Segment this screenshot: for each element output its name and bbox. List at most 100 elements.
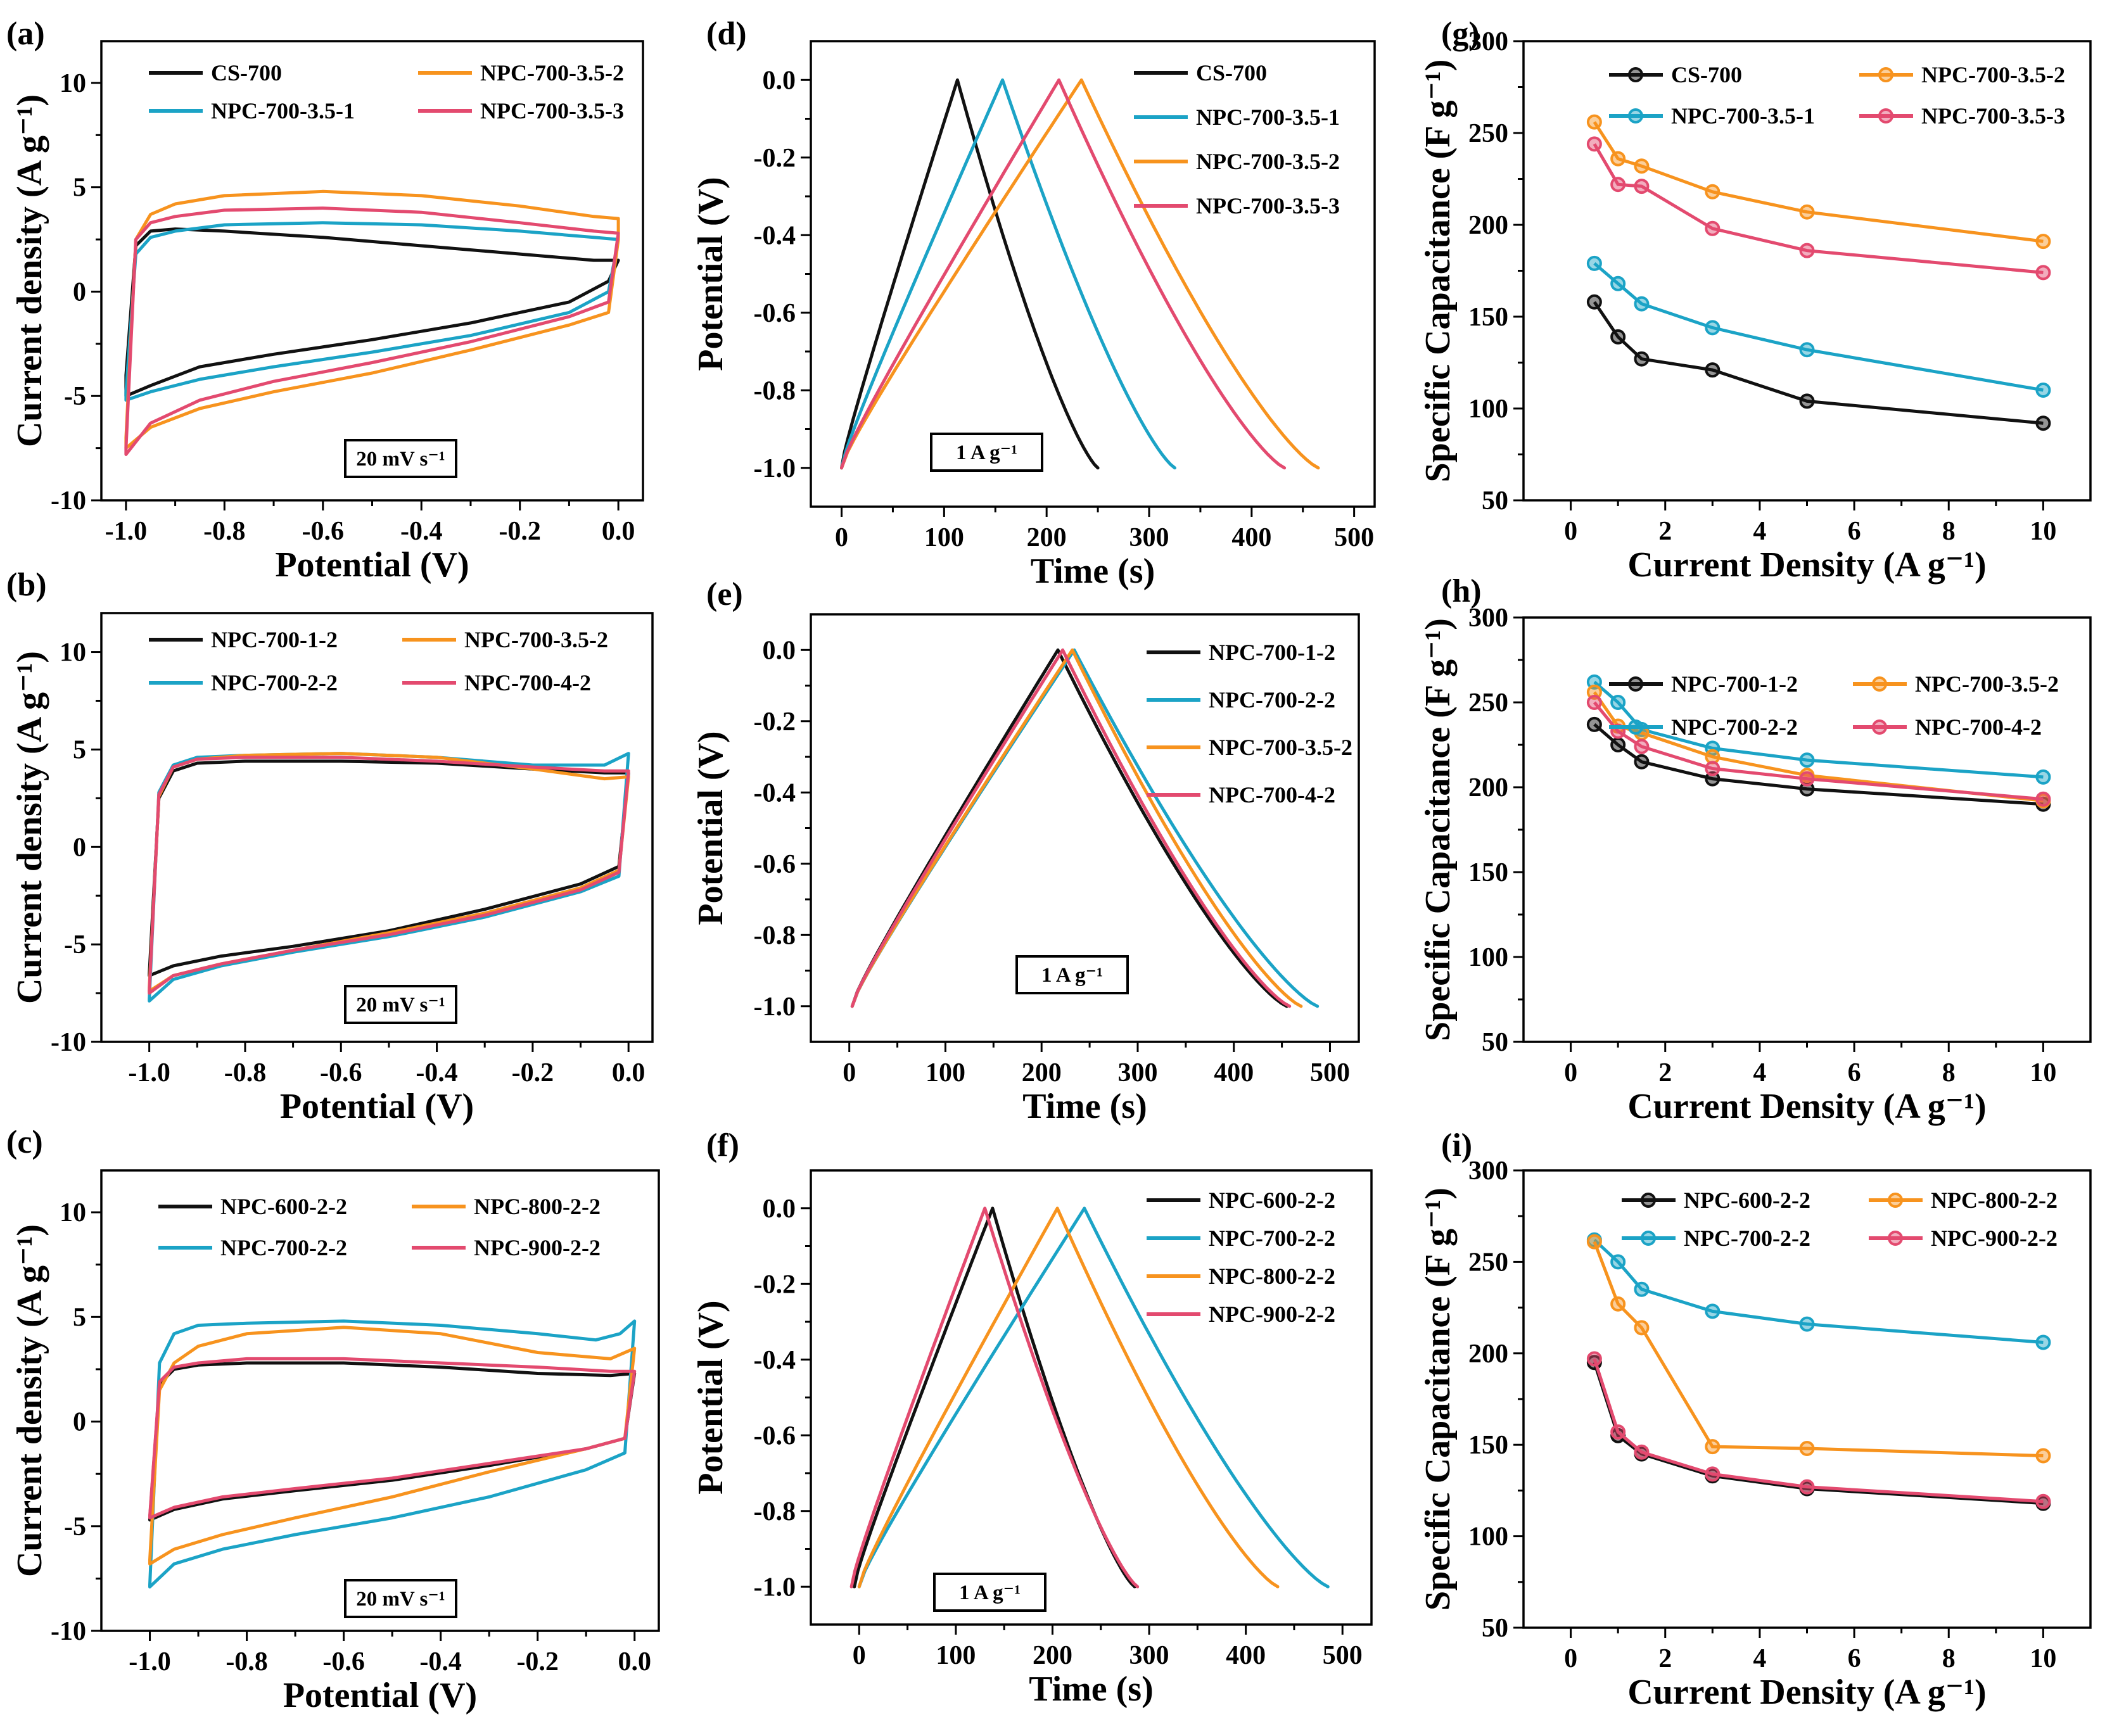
data-point xyxy=(1610,177,1626,193)
x-tick-label: 500 xyxy=(1310,1058,1350,1087)
x-tick-label: -0.4 xyxy=(400,517,443,546)
x-tick-label: -0.4 xyxy=(416,1058,458,1087)
data-point xyxy=(1799,1440,1815,1456)
x-tick-label: -1.0 xyxy=(128,1058,170,1087)
data-point xyxy=(1705,761,1721,776)
x-tick-label: -0.6 xyxy=(320,1058,362,1087)
x-tick-label: 2 xyxy=(1658,517,1672,546)
y-tick-label: -5 xyxy=(64,382,86,411)
x-tick-label: -0.8 xyxy=(203,517,246,546)
x-tick-label: 400 xyxy=(1214,1058,1254,1087)
chart-panel-4: 0 100 200 300 400 500 -1.0 -0.8 -0.6 -0.4 -0.2 0.0 T… xyxy=(691,16,1376,591)
series-line-3 xyxy=(857,1207,1280,1588)
series-line-4 xyxy=(124,206,620,456)
series-line-4 xyxy=(1593,143,2044,274)
x-tick-label: -0.4 xyxy=(419,1647,462,1676)
legend-marker xyxy=(1641,1193,1656,1208)
legend-label: NPC-700-2-2 xyxy=(211,670,338,695)
x-tick-label: 0 xyxy=(1564,1058,1577,1087)
annotation: 20 mV s⁻¹ xyxy=(344,439,457,478)
data-point xyxy=(1634,738,1650,754)
legend-label: NPC-700-3.5-2 xyxy=(1915,671,2059,697)
x-tick-label: 0 xyxy=(853,1641,866,1670)
legend-label: NPC-800-2-2 xyxy=(474,1194,601,1219)
data-point xyxy=(1634,1444,1650,1460)
annotation-box xyxy=(344,439,457,478)
y-axis-title: Specific Capacitance (F g⁻¹) xyxy=(1418,1188,1458,1611)
series-line-1 xyxy=(1593,301,2044,425)
x-tick-label: -1.0 xyxy=(105,517,148,546)
data-point xyxy=(1586,1234,1602,1250)
legend-label: NPC-700-3.5-2 xyxy=(480,60,624,86)
y-tick-label: 200 xyxy=(1468,773,1508,802)
series-line-3 xyxy=(850,648,1303,1008)
x-tick-label: -0.2 xyxy=(516,1647,559,1676)
y-tick-label: 0 xyxy=(73,833,86,862)
series-line-1 xyxy=(148,759,630,977)
series-line-2 xyxy=(1593,1238,2044,1344)
x-axis-title: Time (s) xyxy=(1029,1669,1154,1709)
chart-panel-7: 0 2 4 6 8 10 50 100 150 200 250 300 Current Density … xyxy=(1418,16,2092,585)
y-axis-title: Potential (V) xyxy=(691,731,730,925)
y-tick-label: 150 xyxy=(1468,858,1508,887)
x-tick-label: 400 xyxy=(1226,1641,1266,1670)
y-tick-label: -5 xyxy=(64,930,86,960)
legend-label: NPC-700-3.5-2 xyxy=(1921,62,2065,87)
y-tick-label: -0.4 xyxy=(754,1346,796,1375)
data-point xyxy=(2035,265,2051,281)
y-axis-title: Potential (V) xyxy=(691,1300,730,1494)
y-tick-label: 250 xyxy=(1468,119,1508,148)
data-point xyxy=(1799,1479,1815,1495)
data-point xyxy=(1705,184,1721,200)
x-axis-title: Current Density (A g⁻¹) xyxy=(1627,545,1986,585)
x-tick-label: 200 xyxy=(1022,1058,1062,1087)
data-point xyxy=(1610,1424,1626,1440)
series-line-4 xyxy=(148,1357,637,1520)
panel-label: (e) xyxy=(706,576,743,612)
x-axis-title: Time (s) xyxy=(1022,1087,1147,1126)
data-point xyxy=(1586,294,1602,310)
data-point xyxy=(1634,754,1650,770)
y-tick-label: 300 xyxy=(1468,604,1508,633)
y-tick-label: -0.4 xyxy=(754,221,796,250)
series-line-3 xyxy=(148,1326,637,1566)
legend-label: NPC-700-4-2 xyxy=(464,670,591,695)
data-point xyxy=(2035,234,2051,250)
legend-label: NPC-700-2-2 xyxy=(1684,1226,1810,1251)
data-point xyxy=(1610,1254,1626,1270)
annotation-label: 20 mV s⁻¹ xyxy=(356,994,445,1017)
y-axis-title: Current density (A g⁻¹) xyxy=(10,94,49,447)
y-tick-label: -1.0 xyxy=(754,1573,796,1602)
series-line-4 xyxy=(840,78,1287,470)
x-tick-label: 4 xyxy=(1753,517,1766,546)
y-tick-label: -0.2 xyxy=(754,1270,796,1299)
y-tick-label: 10 xyxy=(60,69,86,98)
x-axis-title: Current Density (A g⁻¹) xyxy=(1627,1673,1986,1712)
y-tick-label: 50 xyxy=(1482,1614,1508,1643)
x-tick-label: 0 xyxy=(1564,1644,1577,1673)
y-axis-title: Specific Capacitance (F g⁻¹) xyxy=(1418,60,1458,483)
legend: CS-700 NPC-700-3.5-2 NPC-700-3.5-1 NPC-700-… xyxy=(1609,62,2065,129)
chart-panel-9: 0 2 4 6 8 10 50 100 150 200 250 300 Current Density … xyxy=(1418,1127,2092,1712)
x-tick-label: 100 xyxy=(926,1058,965,1087)
x-tick-label: 200 xyxy=(1027,523,1067,552)
x-tick-label: -0.2 xyxy=(499,517,541,546)
data-point xyxy=(1705,1303,1721,1319)
panel-label: (b) xyxy=(6,567,47,603)
y-tick-label: 0 xyxy=(73,1408,86,1437)
data-point xyxy=(1799,771,1815,787)
legend-marker xyxy=(1641,1231,1656,1246)
annotation-box xyxy=(933,1573,1046,1612)
annotation-label: 1 A g⁻¹ xyxy=(1041,964,1103,987)
y-axis-title: Current density (A g⁻¹) xyxy=(10,651,49,1004)
annotation: 1 A g⁻¹ xyxy=(933,1573,1046,1612)
x-axis-title: Current Density (A g⁻¹) xyxy=(1627,1087,1986,1126)
y-tick-label: -10 xyxy=(51,1028,86,1057)
y-tick-label: -10 xyxy=(51,486,86,516)
y-tick-label: -0.2 xyxy=(754,707,796,737)
panel-label: (i) xyxy=(1441,1127,1472,1163)
x-tick-label: 0 xyxy=(1564,517,1577,546)
legend: CS-700 NPC-700-3.5-2 NPC-700-3.5-1 NPC-700-… xyxy=(149,60,624,124)
y-tick-label: -1.0 xyxy=(754,992,796,1022)
